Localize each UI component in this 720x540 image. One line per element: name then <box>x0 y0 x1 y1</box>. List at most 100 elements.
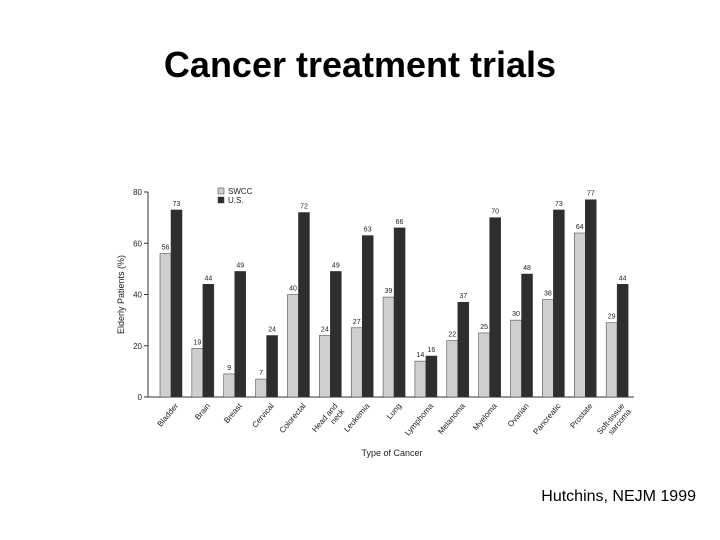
bar-us <box>266 335 278 398</box>
citation: Hutchins, NEJM 1999 <box>541 488 696 505</box>
x-category-label: Ovarian <box>506 402 531 429</box>
data-label: 64 <box>576 224 584 231</box>
bar-swcc <box>510 319 522 398</box>
x-category-label-line: Lung <box>385 402 403 421</box>
bar-swcc <box>382 296 395 398</box>
data-label: 16 <box>428 347 436 354</box>
bar-us <box>170 209 183 398</box>
x-category-label: Colorectal <box>278 401 308 435</box>
data-label: 72 <box>300 204 308 211</box>
bar-swcc <box>287 294 299 398</box>
data-label: 73 <box>555 201 563 208</box>
data-label: 22 <box>448 332 456 339</box>
slide-title: Cancer treatment trials <box>163 44 557 85</box>
x-category-label: Soft-tissuesarcoma <box>595 401 633 442</box>
data-label: 19 <box>193 339 201 346</box>
x-category-label-line: Bladder <box>156 401 181 428</box>
x-category-label-line: Melanoma <box>436 401 467 436</box>
data-label: 29 <box>608 314 616 321</box>
y-axis-title: Elderly Patients (%) <box>116 255 126 334</box>
bar-us <box>361 235 374 398</box>
data-label: 49 <box>332 262 340 269</box>
x-category-label-line: Brain <box>193 402 212 422</box>
data-label: 39 <box>385 288 393 295</box>
x-category-label: Melanoma <box>436 401 467 436</box>
data-label: 48 <box>523 265 531 272</box>
data-label: 37 <box>459 293 467 300</box>
y-tick-label: 20 <box>133 342 142 351</box>
legend-swatch <box>217 187 225 195</box>
y-tick-label: 80 <box>133 188 142 197</box>
x-category-label-line: Cervical <box>250 401 276 429</box>
data-label: 56 <box>162 245 170 252</box>
data-label: 25 <box>480 324 488 331</box>
x-category-label-line: Ovarian <box>506 402 531 429</box>
x-category-label: Breast <box>222 401 244 425</box>
x-axis-title: Type of Cancer <box>361 448 422 458</box>
x-category-label: Cervical <box>250 401 276 429</box>
data-label: 70 <box>491 209 499 216</box>
data-label: 30 <box>512 311 520 318</box>
bar-swcc <box>446 340 459 398</box>
data-label: 66 <box>396 219 404 226</box>
bar-us <box>298 212 310 398</box>
bar-swcc <box>223 373 235 398</box>
legend-swatch <box>217 196 225 204</box>
y-tick-label: 0 <box>138 393 143 402</box>
bar-swcc <box>542 299 554 398</box>
data-label: 38 <box>544 291 552 298</box>
x-category-label-line: Prostate <box>568 401 594 430</box>
data-label: 24 <box>321 327 329 334</box>
bar-us <box>616 284 629 398</box>
bar-swcc <box>414 360 427 398</box>
bar-us <box>425 355 438 398</box>
bar-swcc <box>191 348 204 398</box>
x-category-label: Leukemia <box>342 401 372 434</box>
x-category-label: Pancreatic <box>531 402 562 437</box>
y-tick-label: 60 <box>133 239 142 248</box>
bar-us <box>489 217 501 398</box>
bar-us <box>521 273 533 398</box>
data-label: 9 <box>227 365 231 372</box>
x-category-label-line: Lymphoma <box>403 401 435 437</box>
x-category-label-line: Myeloma <box>471 401 499 432</box>
bar-swcc <box>159 253 172 398</box>
bar-swcc <box>605 322 618 398</box>
bar-us <box>457 301 470 398</box>
data-label: 7 <box>259 370 263 377</box>
data-label: 14 <box>417 352 425 359</box>
data-label: 27 <box>353 319 361 326</box>
data-label: 49 <box>236 262 244 269</box>
bar-us <box>202 284 215 398</box>
x-category-label: Bladder <box>156 401 181 428</box>
x-category-label-line: Leukemia <box>342 401 372 434</box>
data-label: 73 <box>173 201 181 208</box>
x-category-label: Brain <box>193 402 212 422</box>
bar-swcc <box>255 378 267 398</box>
x-category-label-line: Pancreatic <box>531 402 562 437</box>
bar-us <box>330 271 342 398</box>
data-label: 24 <box>268 327 276 334</box>
x-category-label: Lung <box>385 402 403 421</box>
x-category-label-line: Breast <box>222 401 244 425</box>
bar-swcc <box>478 332 490 398</box>
x-category-label: Lymphoma <box>403 401 435 437</box>
bar-us <box>553 209 565 398</box>
data-label: 40 <box>289 286 297 293</box>
legend-label: SWCC <box>228 187 253 196</box>
data-label: 63 <box>364 227 372 234</box>
bar-swcc <box>350 327 363 398</box>
data-label: 44 <box>204 275 212 282</box>
bar-us <box>234 271 246 398</box>
bar-swcc <box>574 232 586 398</box>
x-category-label: Prostate <box>568 401 594 430</box>
data-label: 44 <box>619 275 627 282</box>
bar-swcc <box>319 335 331 398</box>
x-category-label: Head andneck <box>310 401 347 440</box>
x-category-label: Myeloma <box>471 401 499 432</box>
legend-label: U.S. <box>228 196 244 205</box>
data-label: 77 <box>587 191 595 198</box>
bar-us <box>393 227 406 398</box>
y-tick-label: 40 <box>133 291 142 300</box>
x-category-label-line: Colorectal <box>278 401 308 435</box>
